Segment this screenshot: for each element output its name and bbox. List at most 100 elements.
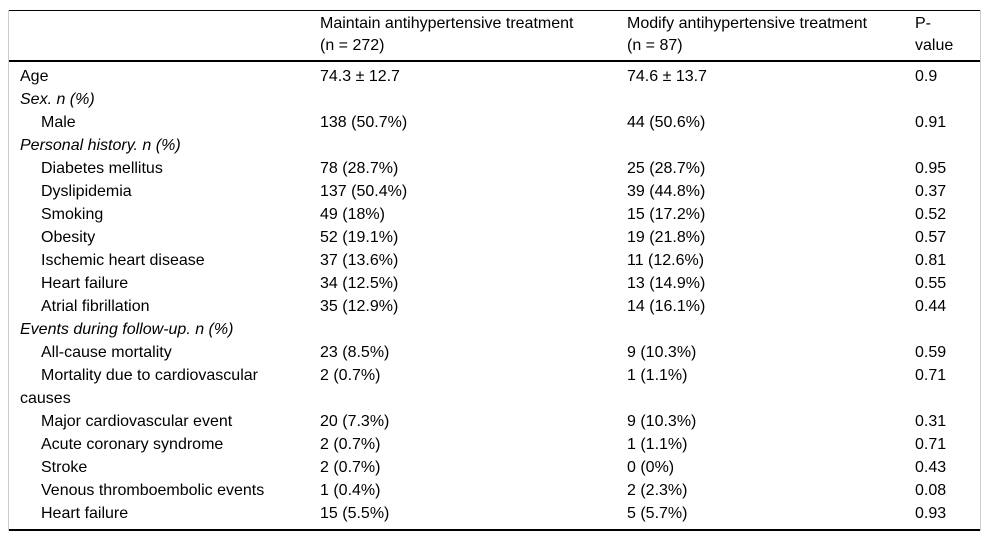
table-row: Major cardiovascular event 20 (7.3%) 9 (… — [8, 410, 981, 433]
table-row: Acute coronary syndrome 2 (0.7%) 1 (1.1%… — [8, 433, 981, 456]
column-header-pvalue-line1: P- — [915, 15, 931, 32]
maintain-value: 2 (0.7%) — [320, 436, 381, 453]
row-label: Heart failure — [41, 505, 129, 522]
table-row: Obesity 52 (19.1%) 19 (21.8%) 0.57 — [8, 226, 981, 249]
table-row: Male 138 (50.7%) 44 (50.6%) 0.91 — [8, 111, 981, 134]
p-value: 0.91 — [915, 114, 947, 131]
table-body: Age 74.3 ± 12.7 74.6 ± 13.7 0.9 Sex. n (… — [8, 65, 981, 525]
table-bottom-rule — [8, 529, 981, 531]
maintain-value: 52 (19.1%) — [320, 229, 399, 246]
table-row: Atrial fibrillation 35 (12.9%) 14 (16.1%… — [8, 295, 981, 318]
maintain-value: 34 (12.5%) — [320, 275, 399, 292]
table-left-border — [8, 10, 9, 531]
table-row: Heart failure 15 (5.5%) 5 (5.7%) 0.93 — [8, 502, 981, 525]
maintain-value: 23 (8.5%) — [320, 344, 390, 361]
modify-value: 25 (28.7%) — [627, 160, 706, 177]
column-header-maintain: Maintain antihypertensive treatment (n =… — [320, 13, 573, 57]
row-label: Dyslipidemia — [41, 183, 132, 200]
column-header-modify-line1: Modify antihypertensive treatment — [627, 15, 868, 32]
table-top-rule — [8, 10, 981, 11]
table-row: Ischemic heart disease 37 (13.6%) 11 (12… — [8, 249, 981, 272]
p-value: 0.43 — [915, 459, 947, 476]
p-value: 0.44 — [915, 298, 947, 315]
maintain-value: 37 (13.6%) — [320, 252, 399, 269]
maintain-value: 2 (0.7%) — [320, 367, 381, 384]
maintain-value: 20 (7.3%) — [320, 413, 390, 430]
table-row: Heart failure 34 (12.5%) 13 (14.9%) 0.55 — [8, 272, 981, 295]
modify-value: 9 (10.3%) — [627, 413, 697, 430]
table-row: Smoking 49 (18%) 15 (17.2%) 0.52 — [8, 203, 981, 226]
row-label: Diabetes mellitus — [41, 160, 163, 177]
modify-value: 39 (44.8%) — [627, 183, 706, 200]
maintain-value: 1 (0.4%) — [320, 482, 381, 499]
modify-value: 9 (10.3%) — [627, 344, 697, 361]
table-header-rule — [8, 60, 981, 62]
p-value: 0.71 — [915, 367, 947, 384]
modify-value: 1 (1.1%) — [627, 367, 688, 384]
modify-value: 5 (5.7%) — [627, 505, 688, 522]
row-label: Events during follow-up. n (%) — [20, 321, 234, 338]
modify-value: 1 (1.1%) — [627, 436, 688, 453]
p-value: 0.71 — [915, 436, 947, 453]
row-label: Ischemic heart disease — [41, 252, 205, 269]
maintain-value: 138 (50.7%) — [320, 114, 408, 131]
row-label: Heart failure — [41, 275, 129, 292]
row-label: All-cause mortality — [41, 344, 172, 361]
modify-value: 0 (0%) — [627, 459, 675, 476]
p-value: 0.9 — [915, 68, 938, 85]
p-value: 0.55 — [915, 275, 947, 292]
p-value: 0.93 — [915, 505, 947, 522]
row-label: Mortality due to cardiovascular causes — [20, 367, 258, 407]
p-value: 0.81 — [915, 252, 947, 269]
row-label: Smoking — [41, 206, 104, 223]
column-header-modify: Modify antihypertensive treatment (n = 8… — [627, 13, 867, 57]
column-header-pvalue-line2: value — [915, 37, 954, 54]
table-row: All-cause mortality 23 (8.5%) 9 (10.3%) … — [8, 341, 981, 364]
p-value: 0.31 — [915, 413, 947, 430]
table-row: Mortality due to cardiovascular causes 2… — [8, 364, 981, 410]
table-row: Stroke 2 (0.7%) 0 (0%) 0.43 — [8, 456, 981, 479]
column-header-modify-line2: (n = 87) — [627, 37, 683, 54]
maintain-value: 2 (0.7%) — [320, 459, 381, 476]
p-value: 0.95 — [915, 160, 947, 177]
column-header-maintain-line2: (n = 272) — [320, 37, 385, 54]
p-value: 0.52 — [915, 206, 947, 223]
modify-value: 74.6 ± 13.7 — [627, 68, 707, 85]
maintain-value: 74.3 ± 12.7 — [320, 68, 400, 85]
row-label: Age — [20, 68, 49, 85]
table-row: Sex. n (%) — [8, 88, 981, 111]
modify-value: 15 (17.2%) — [627, 206, 706, 223]
column-header-maintain-line1: Maintain antihypertensive treatment — [320, 15, 574, 32]
maintain-value: 49 (18%) — [320, 206, 385, 223]
maintain-value: 78 (28.7%) — [320, 160, 399, 177]
p-value: 0.37 — [915, 183, 947, 200]
row-label: Male — [41, 114, 76, 131]
table-row: Personal history. n (%) — [8, 134, 981, 157]
modify-value: 19 (21.8%) — [627, 229, 706, 246]
row-label: Venous thromboembolic events — [41, 482, 265, 499]
table-row: Events during follow-up. n (%) — [8, 318, 981, 341]
maintain-value: 137 (50.4%) — [320, 183, 408, 200]
row-label: Stroke — [41, 459, 88, 476]
table-right-border — [980, 10, 981, 531]
row-label: Sex. n (%) — [20, 91, 95, 108]
maintain-value: 15 (5.5%) — [320, 505, 390, 522]
table-row: Dyslipidemia 137 (50.4%) 39 (44.8%) 0.37 — [8, 180, 981, 203]
modify-value: 11 (12.6%) — [627, 252, 705, 269]
p-value: 0.59 — [915, 344, 947, 361]
modify-value: 44 (50.6%) — [627, 114, 706, 131]
row-label: Obesity — [41, 229, 96, 246]
modify-value: 2 (2.3%) — [627, 482, 688, 499]
table-row: Diabetes mellitus 78 (28.7%) 25 (28.7%) … — [8, 157, 981, 180]
modify-value: 14 (16.1%) — [627, 298, 706, 315]
table-row: Venous thromboembolic events 1 (0.4%) 2 … — [8, 479, 981, 502]
column-header-pvalue: P- value — [915, 13, 953, 57]
row-label: Atrial fibrillation — [41, 298, 150, 315]
p-value: 0.57 — [915, 229, 947, 246]
maintain-value: 35 (12.9%) — [320, 298, 399, 315]
row-label: Acute coronary syndrome — [41, 436, 224, 453]
table-row: Age 74.3 ± 12.7 74.6 ± 13.7 0.9 — [8, 65, 981, 88]
row-label: Major cardiovascular event — [41, 413, 233, 430]
p-value: 0.08 — [915, 482, 947, 499]
